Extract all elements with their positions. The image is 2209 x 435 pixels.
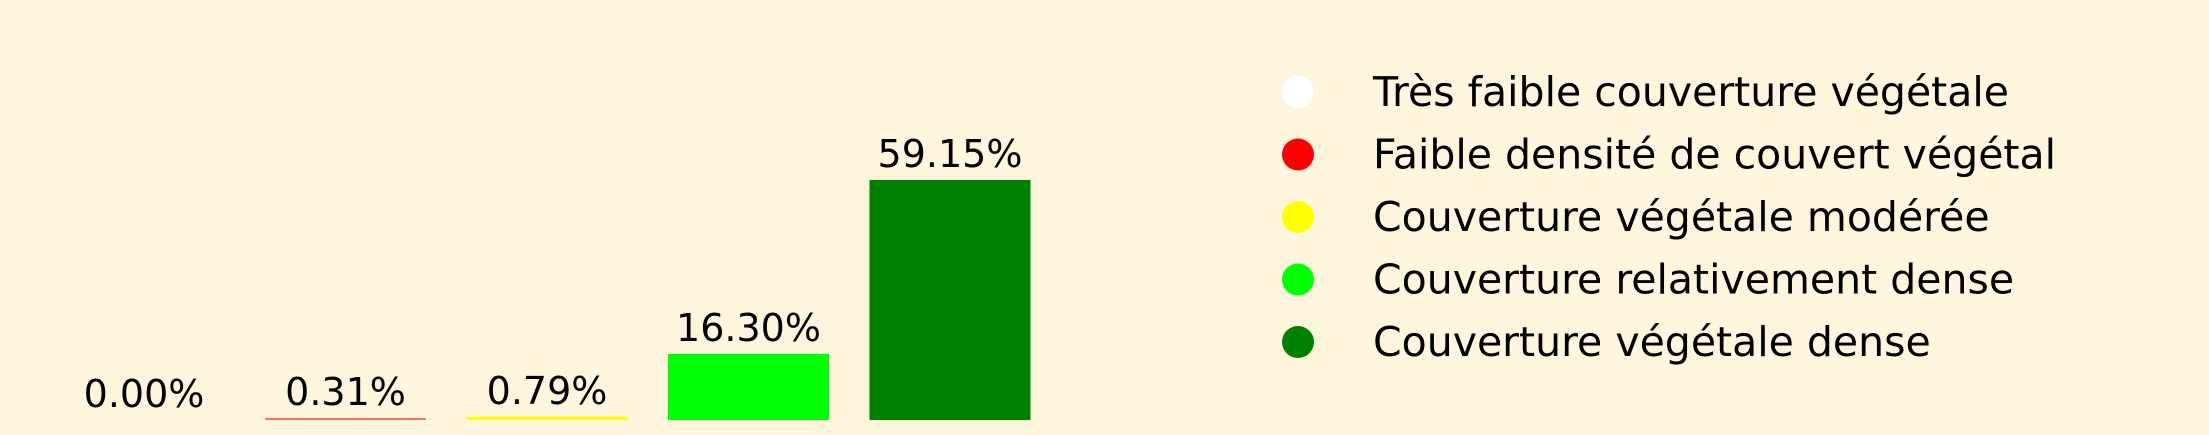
legend-label-5: Couverture végétale dense xyxy=(1373,318,1931,366)
bar-value-label-5: 59.15% xyxy=(878,132,1023,176)
bar-value-label-1: 0.00% xyxy=(84,372,205,416)
legend-label-1: Très faible couverture végétale xyxy=(1372,68,2009,116)
legend: Très faible couverture végétale Faible de… xyxy=(1282,68,2056,366)
bars-group xyxy=(265,180,1031,420)
value-labels-group: 0.00% 0.31% 0.79% 16.30% 59.15% xyxy=(84,132,1023,416)
legend-marker-5 xyxy=(1282,326,1314,358)
legend-marker-3 xyxy=(1282,201,1314,233)
bar-5 xyxy=(869,180,1031,420)
bar-4 xyxy=(668,353,829,420)
legend-label-3: Couverture végétale modérée xyxy=(1373,193,1990,241)
bar-value-label-2: 0.31% xyxy=(285,370,406,414)
legend-label-4: Couverture relativement dense xyxy=(1373,256,2014,304)
bar-3 xyxy=(466,416,628,420)
bar-2 xyxy=(265,418,426,420)
legend-marker-1 xyxy=(1282,76,1314,108)
bar-value-label-3: 0.79% xyxy=(487,369,608,413)
bar-value-label-4: 16.30% xyxy=(676,306,821,350)
legend-marker-4 xyxy=(1282,263,1314,296)
legend-label-2: Faible densité de couvert végétal xyxy=(1373,131,2056,179)
legend-marker-2 xyxy=(1282,138,1314,171)
